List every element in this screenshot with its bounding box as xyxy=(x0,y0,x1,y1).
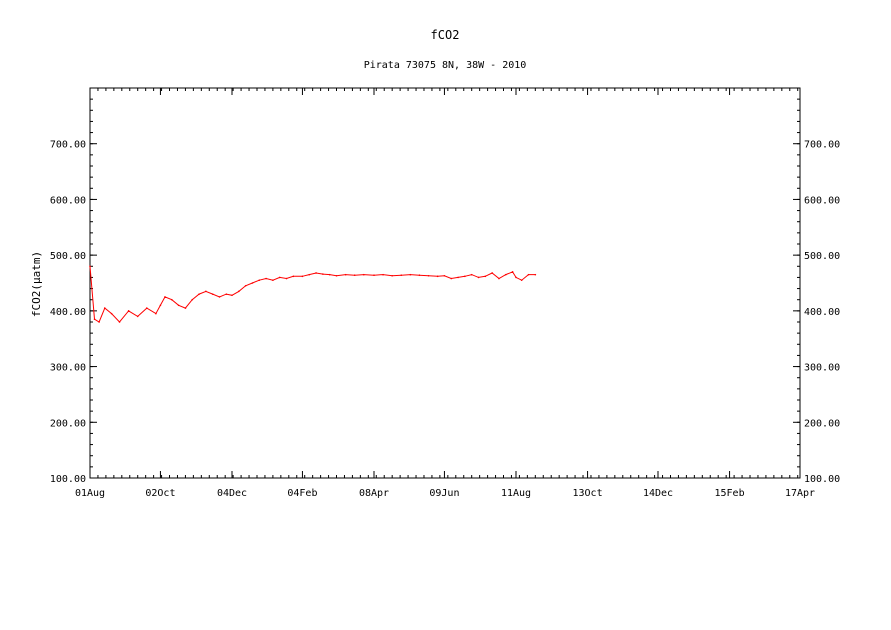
y-tick-label-left: 200.00 xyxy=(50,418,86,429)
y-axis-label: fCO2(μatm) xyxy=(30,251,43,317)
data-point xyxy=(335,274,338,277)
data-point xyxy=(308,273,311,276)
data-point xyxy=(292,275,295,278)
x-tick-label: 02Oct xyxy=(145,488,175,499)
series-line xyxy=(89,266,536,323)
data-point xyxy=(218,296,221,298)
data-point xyxy=(457,276,459,279)
data-point xyxy=(418,274,421,277)
data-point xyxy=(391,274,393,277)
y-tick-label-left: 700.00 xyxy=(50,140,86,151)
data-point xyxy=(322,273,324,275)
data-point xyxy=(382,273,384,276)
data-point xyxy=(211,293,214,295)
data-point xyxy=(258,279,261,282)
data-point xyxy=(127,310,130,312)
x-tick-label: 11Aug xyxy=(501,488,531,499)
data-point xyxy=(278,276,281,279)
x-axis-ticks: 01Aug 02Oct 04Dec 04Feb 08Apr 09Jun 11Aug 13Oct… xyxy=(75,88,815,499)
data-point xyxy=(164,296,166,298)
y-tick-label-right: 100.00 xyxy=(804,474,840,485)
x-tick-label: 04Feb xyxy=(287,488,317,499)
y-tick-label-right: 600.00 xyxy=(804,195,840,206)
data-point xyxy=(93,318,96,321)
data-point xyxy=(534,273,537,276)
data-point xyxy=(400,274,403,277)
data-point xyxy=(477,276,480,279)
data-point xyxy=(504,273,507,276)
data-point xyxy=(225,293,228,295)
data-point xyxy=(177,304,180,307)
x-tick-label: 15Feb xyxy=(715,488,745,499)
data-point xyxy=(409,273,412,276)
data-point xyxy=(89,265,91,268)
data-point xyxy=(315,272,317,274)
data-point xyxy=(520,279,523,282)
x-tick-label: 01Aug xyxy=(75,488,105,499)
data-point xyxy=(244,284,247,287)
data-point xyxy=(184,307,187,309)
data-point xyxy=(110,312,113,315)
series-group xyxy=(89,265,537,323)
chart-subtitle: Pirata 73075 8N, 38W - 2010 xyxy=(364,60,527,71)
x-tick-label: 17Apr xyxy=(785,488,815,499)
data-point xyxy=(443,274,446,277)
y-tick-label-right: 700.00 xyxy=(804,140,840,151)
data-point xyxy=(159,304,162,307)
data-point xyxy=(251,282,254,284)
data-point xyxy=(484,275,487,278)
data-point xyxy=(155,312,157,315)
data-point xyxy=(146,307,148,309)
data-point xyxy=(98,321,100,323)
data-point xyxy=(436,275,439,278)
x-tick-label: 09Jun xyxy=(429,488,459,499)
data-point xyxy=(328,273,331,276)
data-point xyxy=(491,272,493,274)
data-point xyxy=(353,274,356,277)
data-point xyxy=(498,277,500,280)
data-point xyxy=(527,273,530,276)
data-point xyxy=(285,277,288,280)
data-point xyxy=(170,298,173,301)
y-tick-label-right: 300.00 xyxy=(804,363,840,374)
data-point xyxy=(231,294,233,297)
data-point xyxy=(450,277,453,280)
data-point xyxy=(118,321,121,323)
x-tick-label: 08Apr xyxy=(359,488,389,499)
data-point xyxy=(301,275,304,278)
y-tick-label-right: 200.00 xyxy=(804,418,840,429)
x-tick-label: 13Oct xyxy=(573,488,603,499)
data-point xyxy=(373,274,375,277)
y-tick-label-left: 500.00 xyxy=(50,251,86,262)
data-point xyxy=(362,273,365,276)
plot-frame xyxy=(89,87,801,479)
data-point xyxy=(427,274,430,277)
data-point xyxy=(238,290,240,293)
y-tick-label-left: 100.00 xyxy=(50,474,86,485)
data-point xyxy=(205,290,207,293)
data-point xyxy=(198,293,200,295)
y-tick-label-right: 500.00 xyxy=(804,251,840,262)
data-point xyxy=(103,307,106,309)
data-point xyxy=(515,276,517,279)
data-point xyxy=(470,273,473,276)
x-tick-label: 04Dec xyxy=(217,488,247,499)
data-point xyxy=(265,277,267,280)
chart-title: fCO2 xyxy=(431,28,460,42)
data-point xyxy=(344,273,347,276)
y-tick-label-left: 300.00 xyxy=(50,363,86,374)
data-point xyxy=(272,279,274,282)
x-tick-label: 14Dec xyxy=(643,488,673,499)
y-tick-label-right: 400.00 xyxy=(804,307,840,318)
y-tick-label-left: 600.00 xyxy=(50,195,86,206)
data-point xyxy=(136,315,139,318)
data-point xyxy=(464,275,466,278)
data-point xyxy=(511,271,514,273)
minor-ticks xyxy=(89,87,800,479)
y-axis-ticks: 100.00 100.00 200.00 200.00 300.00 300.00 400.… xyxy=(50,140,840,485)
y-tick-label-left: 400.00 xyxy=(50,307,86,318)
data-point xyxy=(191,298,194,301)
